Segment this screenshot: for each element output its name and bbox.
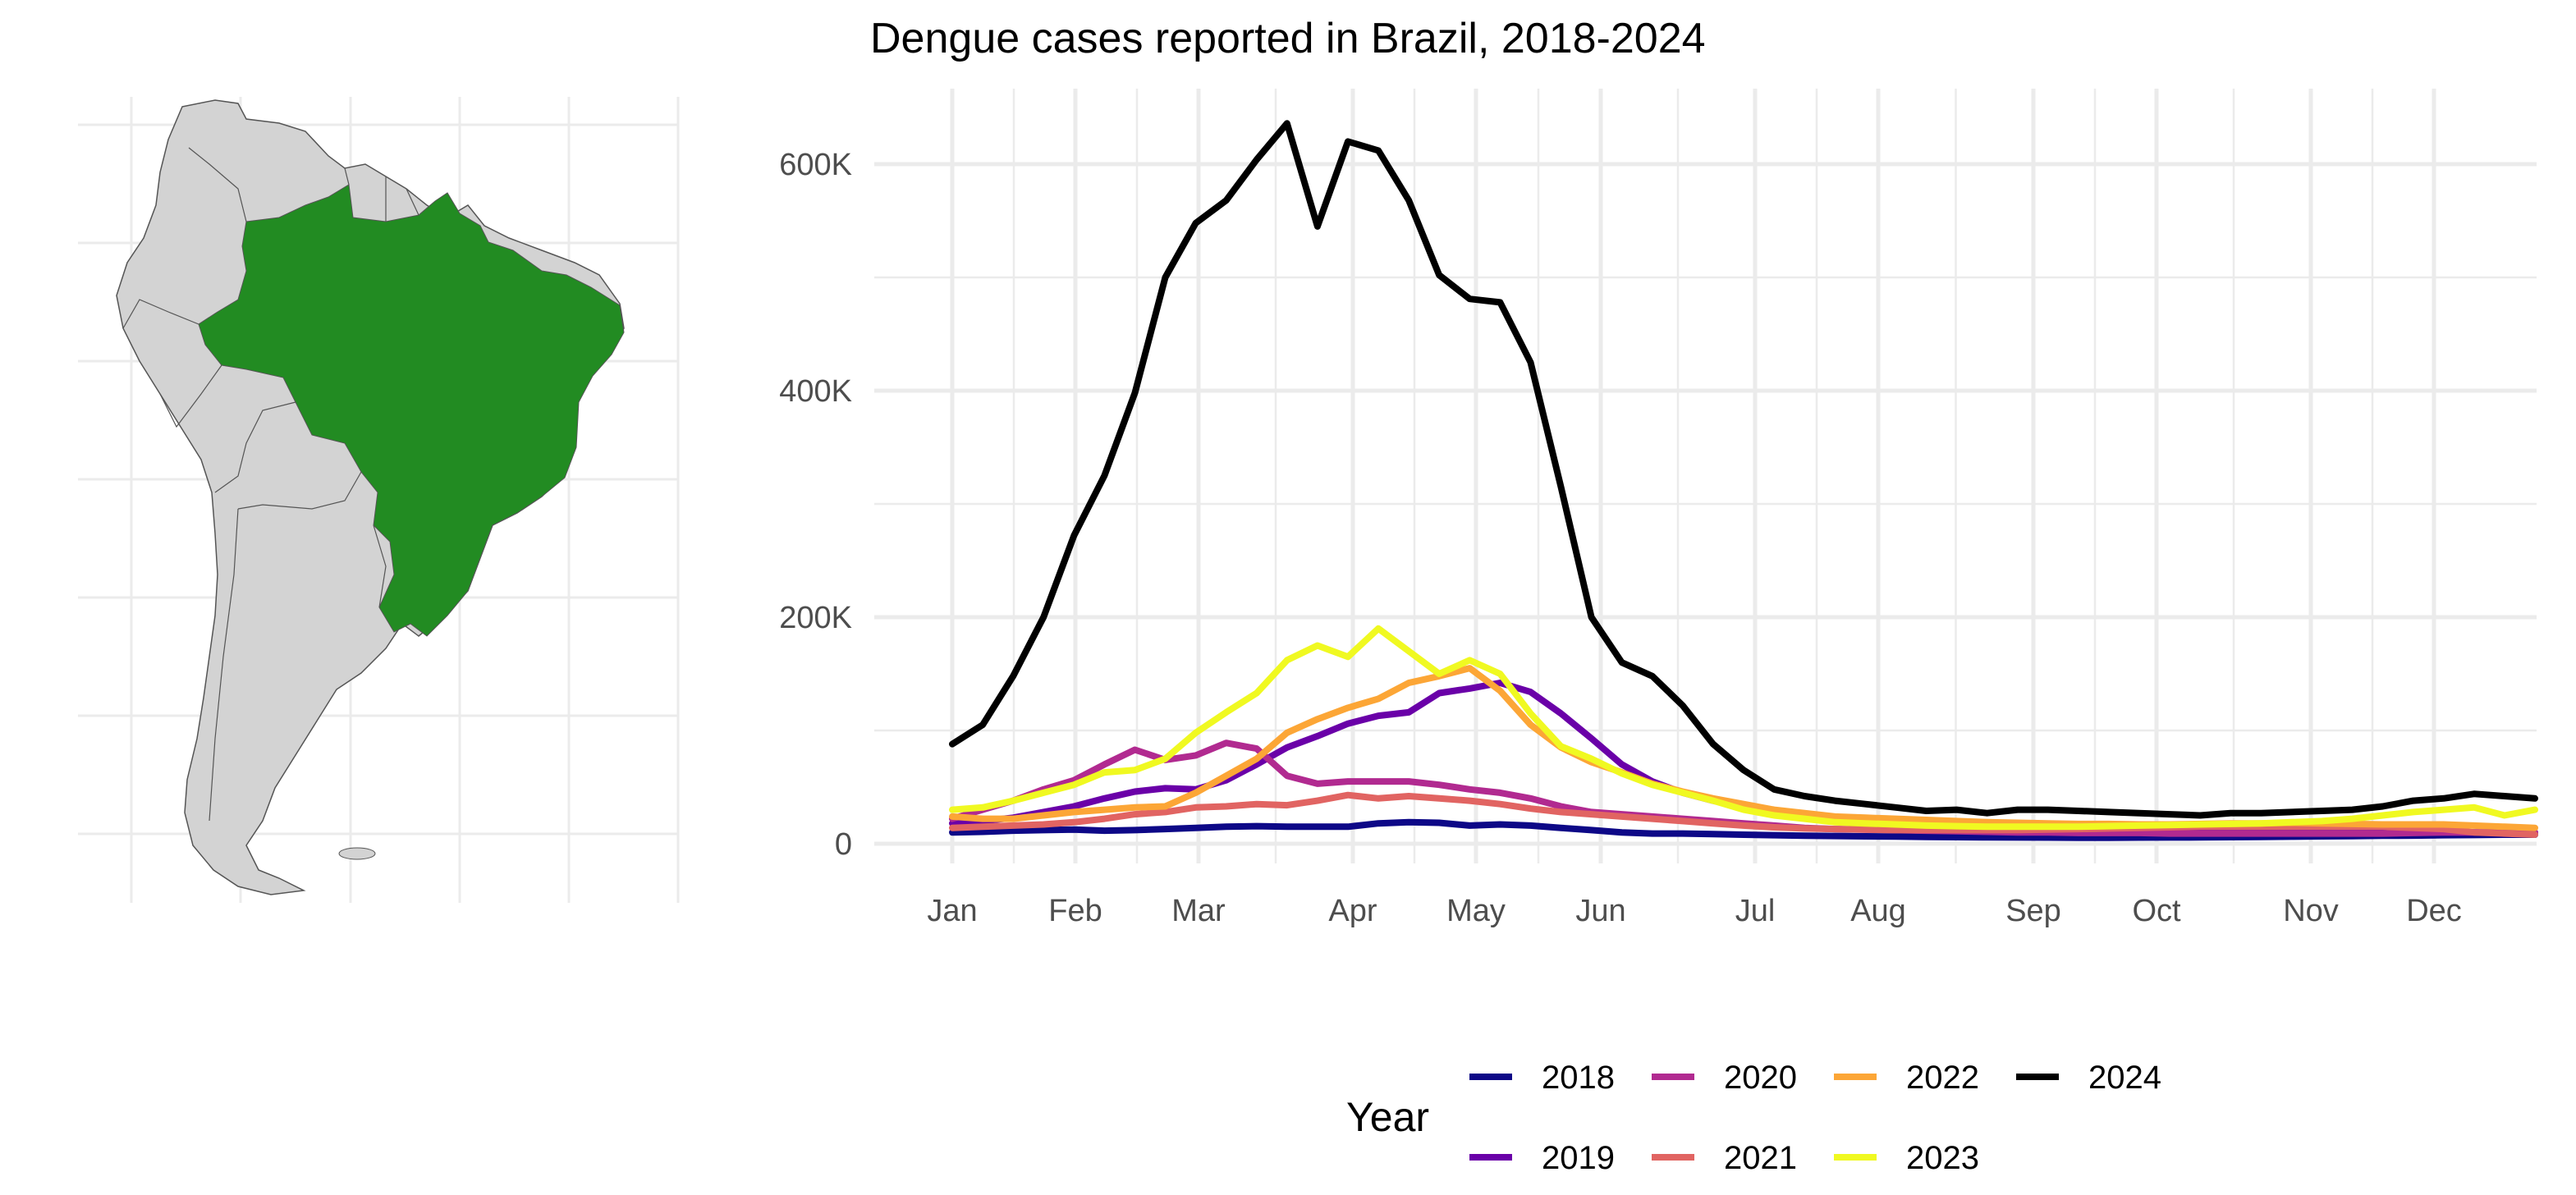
- y-tick-label: 0: [835, 827, 852, 862]
- falkland-islands: [338, 847, 376, 860]
- x-tick-label: May: [1446, 894, 1506, 928]
- x-tick-label: Jul: [1735, 894, 1776, 928]
- y-tick-label: 600K: [779, 148, 852, 182]
- x-tick-label: Oct: [2132, 894, 2181, 928]
- x-tick-label: Nov: [2283, 894, 2339, 928]
- y-axis-ticks: 0 200K 400K 600K: [779, 148, 852, 862]
- x-tick-label: Sep: [2005, 894, 2061, 928]
- series-line-2022: [949, 665, 2538, 831]
- legend: Year 2018 2019 2020 2021 2022 2023 2024: [1346, 1060, 2161, 1176]
- plot-gridlines: [874, 89, 2537, 863]
- legend-label-2024: 2024: [2088, 1060, 2161, 1096]
- x-axis-ticks: Jan Feb Mar Apr May Jun Jul Aug Sep Oct Nov Dec: [927, 894, 2461, 928]
- series-line-2018: [949, 818, 2538, 841]
- series-line-2023: [949, 625, 2538, 831]
- series-line-2024: [949, 120, 2538, 819]
- x-tick-label: Jun: [1575, 894, 1625, 928]
- x-tick-label: Mar: [1171, 894, 1226, 928]
- x-tick-label: Dec: [2406, 894, 2462, 928]
- legend-label-2019: 2019: [1542, 1140, 1615, 1176]
- chart-title: Dengue cases reported in Brazil, 2018-20…: [870, 15, 1706, 62]
- brazil-shape: [198, 184, 625, 637]
- y-tick-label: 200K: [779, 601, 852, 635]
- south-america-map: [78, 97, 680, 903]
- x-tick-label: Aug: [1850, 894, 1906, 928]
- legend-label-2023: 2023: [1906, 1140, 1979, 1176]
- legend-label-2021: 2021: [1724, 1140, 1797, 1176]
- legend-label-2022: 2022: [1906, 1060, 1979, 1096]
- legend-label-2018: 2018: [1542, 1060, 1615, 1096]
- legend-title: Year: [1346, 1094, 1429, 1140]
- x-tick-label: Apr: [1328, 894, 1377, 928]
- series-lines: [949, 120, 2538, 841]
- series-line-2021: [949, 791, 2538, 838]
- y-tick-label: 400K: [779, 374, 852, 409]
- country-borders: [122, 147, 419, 822]
- x-tick-label: Feb: [1048, 894, 1102, 928]
- x-tick-label: Jan: [927, 894, 977, 928]
- legend-label-2020: 2020: [1724, 1060, 1797, 1096]
